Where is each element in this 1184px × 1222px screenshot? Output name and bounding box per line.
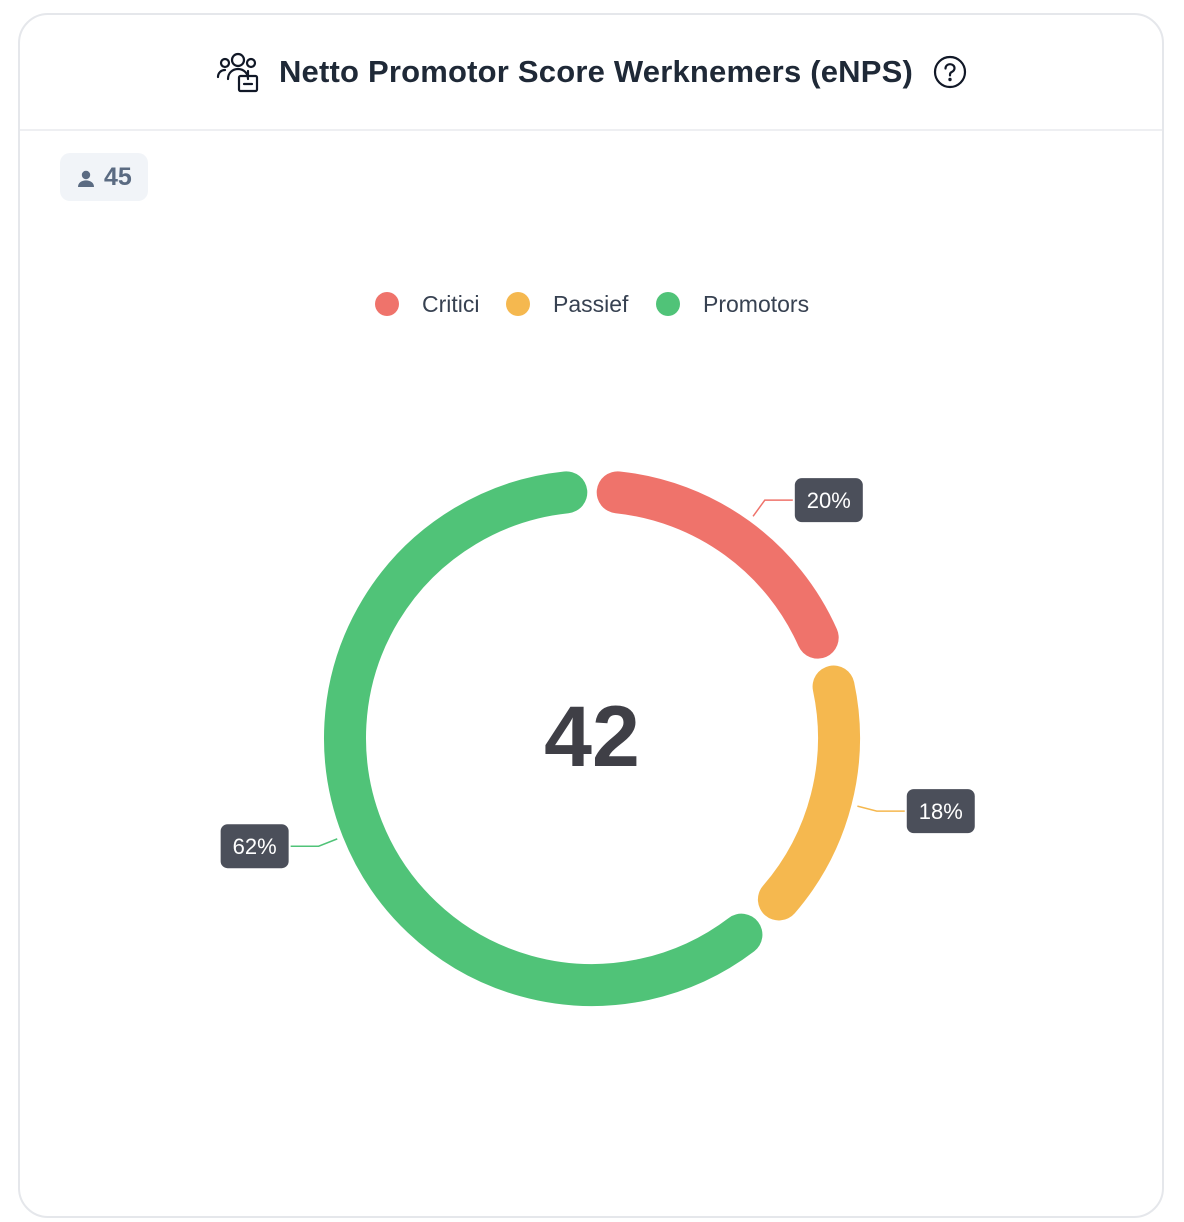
donut-labels: 20% 18% 62% [220, 478, 975, 869]
donut-segment-promotors[interactable] [324, 471, 763, 1006]
label-leader-passief [857, 805, 905, 812]
respondents-badge: 45 [60, 153, 148, 201]
person-icon [76, 167, 96, 187]
legend-marker-critici[interactable] [375, 292, 399, 316]
label-leader-promotors [290, 838, 338, 847]
legend-label-critici[interactable]: Critici [422, 291, 480, 317]
card-header: Netto Promotor Score Werknemers (eNPS) [20, 15, 1162, 131]
enps-card: Netto Promotor Score Werknemers (eNPS) 4… [18, 13, 1164, 1218]
label-leader-critici [752, 499, 793, 517]
donut-segment-passief[interactable] [757, 665, 860, 921]
data-label-box-critici [794, 478, 863, 523]
legend-marker-promotors[interactable] [656, 292, 680, 316]
donut-arcs [324, 471, 860, 1006]
data-label-critici: 20% [807, 488, 851, 513]
chart-legend: Critici Passief Promotors [375, 291, 809, 317]
data-label-box-passief [906, 789, 975, 834]
respondents-count: 45 [104, 162, 132, 191]
donut-segment-critici[interactable] [596, 471, 839, 659]
center-score: 42 [544, 689, 640, 785]
data-label-box-promotors [220, 824, 289, 869]
data-label-promotors: 62% [233, 834, 277, 859]
legend-marker-passief[interactable] [506, 292, 530, 316]
page-title: Netto Promotor Score Werknemers (eNPS) [278, 54, 914, 89]
legend-label-promotors[interactable]: Promotors [703, 291, 809, 317]
help-circle-icon[interactable] [933, 55, 967, 89]
data-label-passief: 18% [919, 799, 963, 824]
legend-label-passief[interactable]: Passief [553, 291, 629, 317]
people-group-icon [215, 49, 261, 95]
